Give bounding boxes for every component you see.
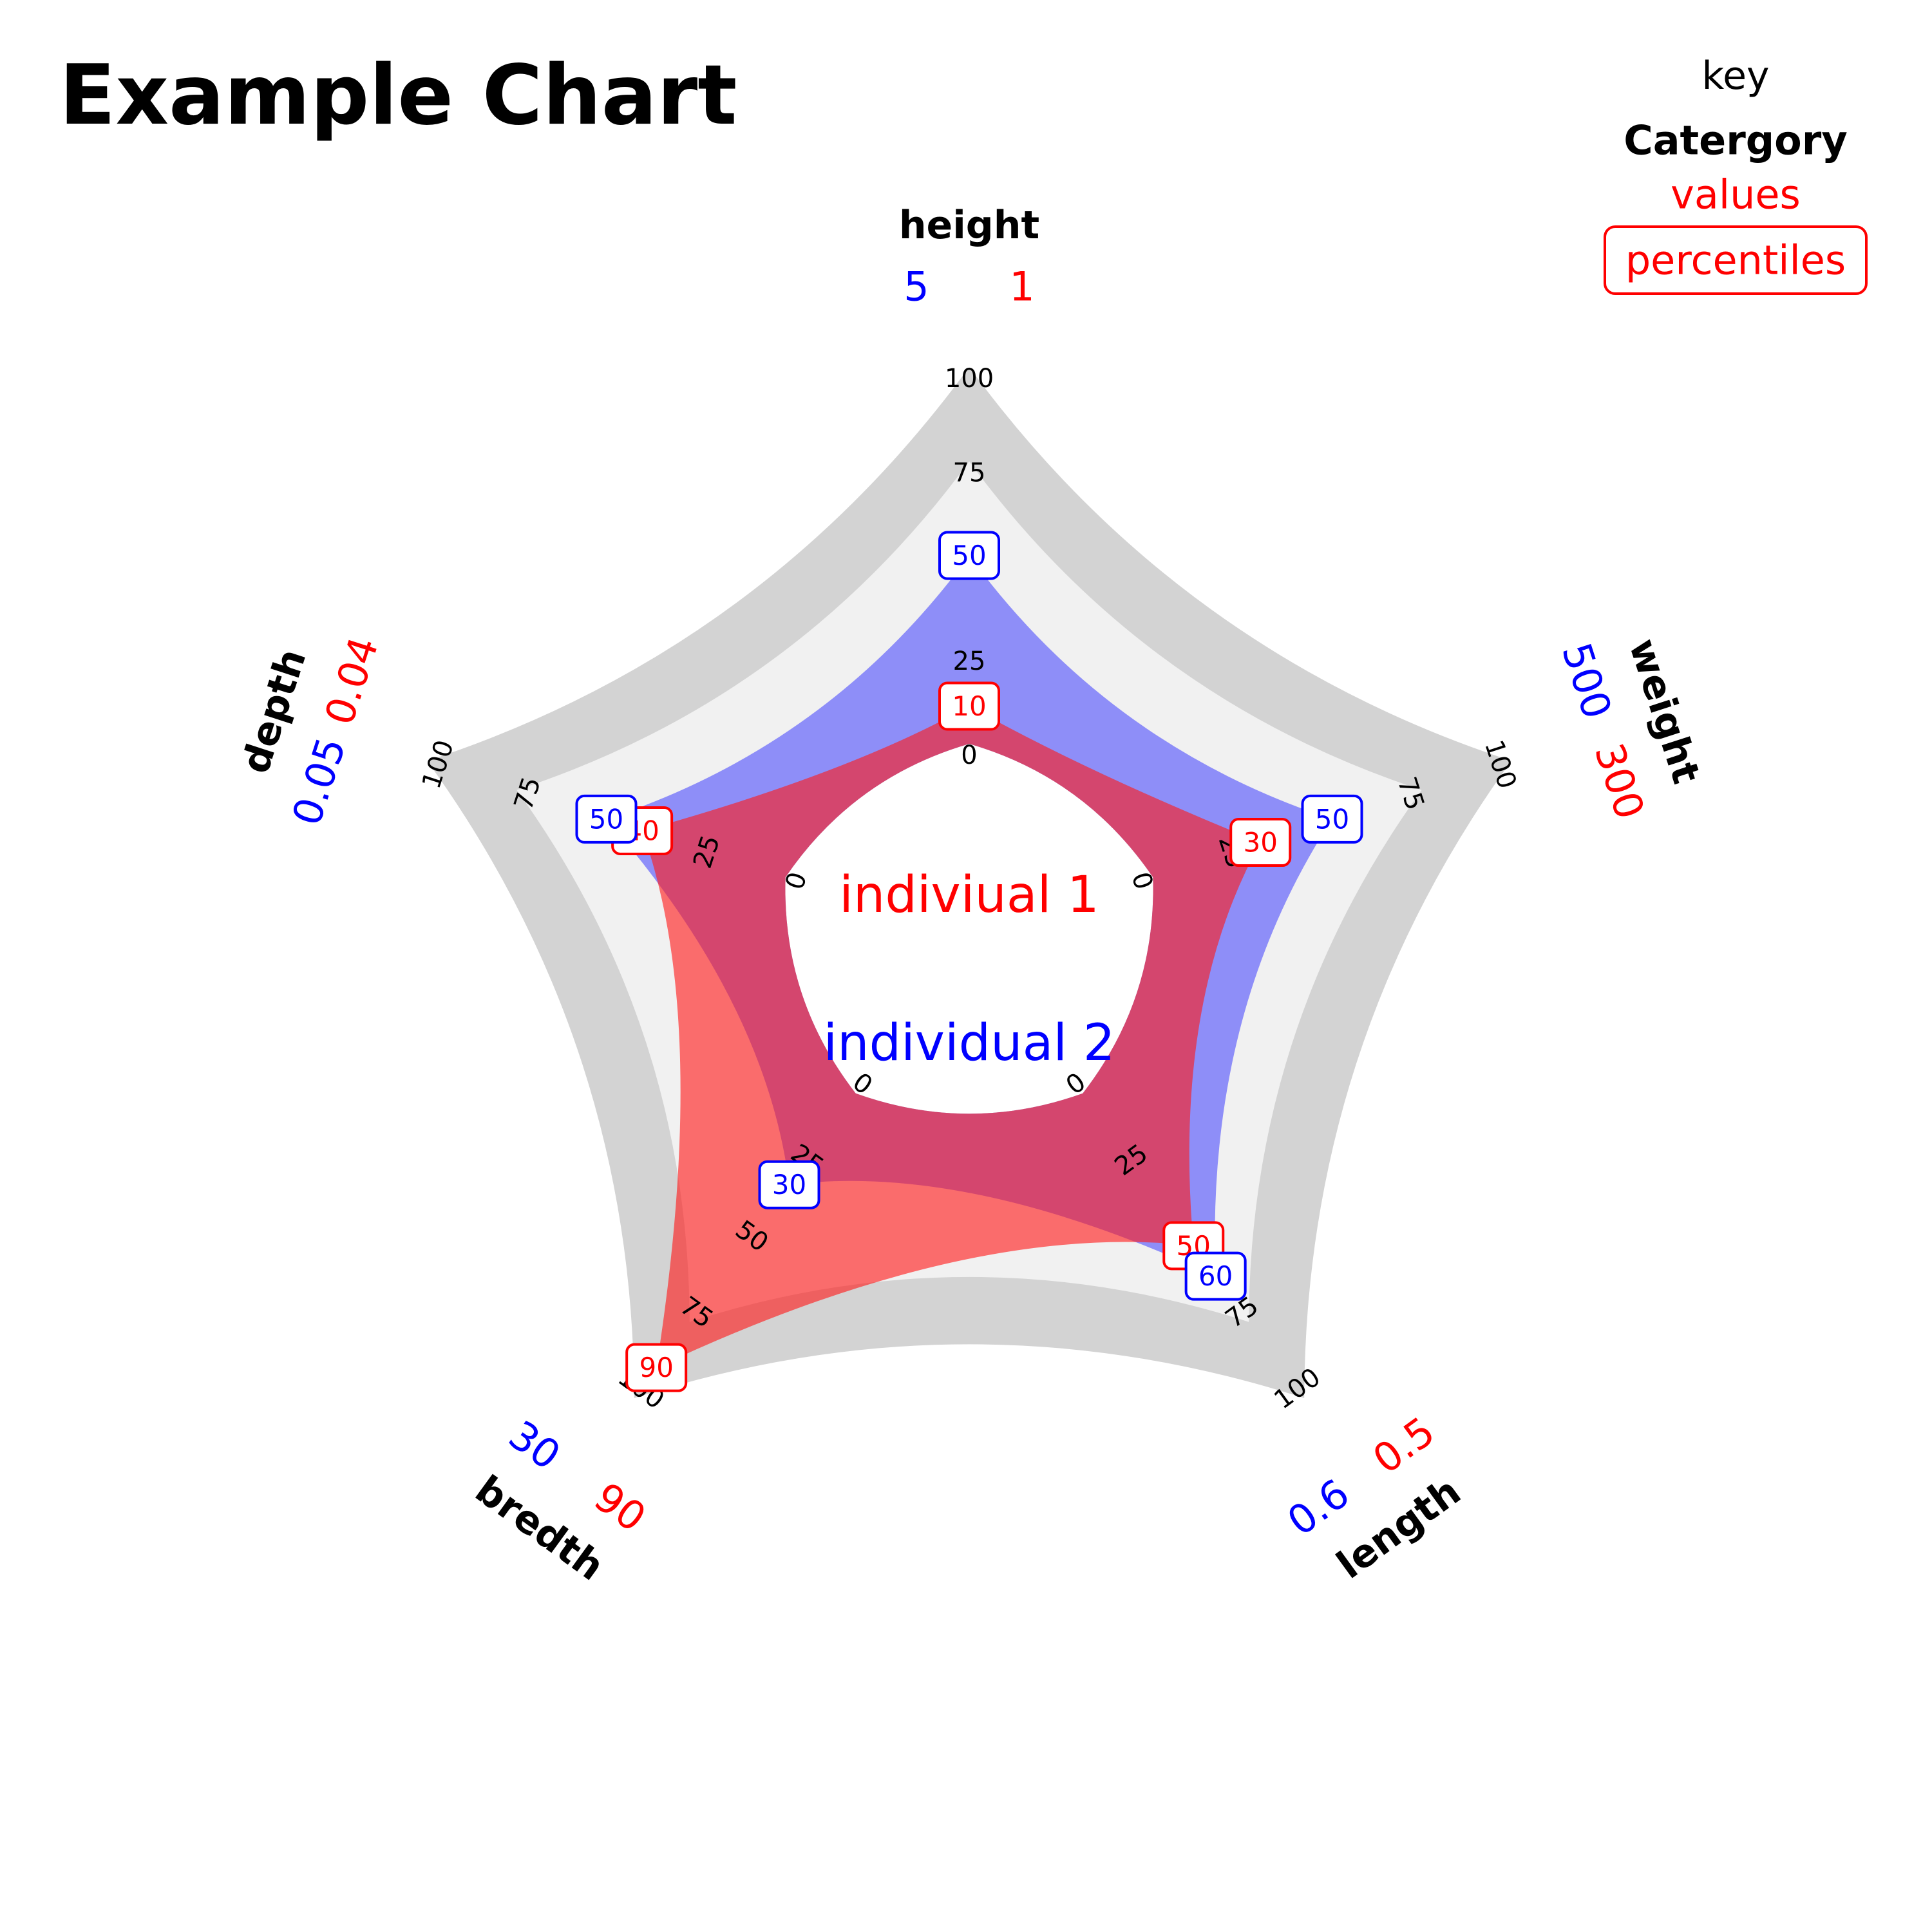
percentile-label: 50 [952,540,986,571]
key-percentiles-box [1604,225,1868,295]
percentile-label: 50 [589,803,623,835]
percentile-box [938,681,1000,731]
axis-name-bredth: bredth [467,1467,612,1589]
axis-value-1-weight: 300 [1586,738,1654,825]
axis-value-2-bredth: 30 [500,1411,569,1479]
axis-name-height: height [899,203,1039,248]
series-label-1: indiviual 1 [839,866,1099,924]
percentile-marker: 30 [758,1160,820,1209]
axis-value-1-height: 1 [1009,263,1034,310]
axis-name-length: length [1329,1469,1469,1588]
tick-label: 100 [945,364,994,393]
axis-value-2-height: 5 [904,263,929,310]
percentile-marker: 60 [1184,1251,1247,1301]
percentile-marker: 10 [938,681,1000,731]
tick-label: 75 [953,458,986,488]
tick-label: 0 [961,741,977,770]
percentile-label: 60 [1198,1260,1233,1292]
chart-title: Example Chart [59,48,737,144]
axis-value-2-length: 0.6 [1279,1470,1358,1545]
percentile-box [758,1160,820,1209]
percentile-marker: 50 [575,794,638,844]
percentile-marker: 30 [1229,818,1292,867]
key-percentiles: percentiles [1625,237,1846,284]
series-label-2: individual 2 [824,1014,1115,1072]
axis-value-1-depth: 0.04 [316,631,388,730]
tick-label: 25 [953,647,986,676]
key: key Catergory values percentiles [1604,53,1868,295]
axis-value-1-length: 0.5 [1364,1408,1443,1483]
axis-value-2-depth: 0.05 [283,732,355,831]
percentile-label: 30 [772,1169,806,1200]
key-heading: key [1701,53,1769,99]
axis-value-1-bredth: 90 [586,1473,655,1541]
key-values: values [1671,171,1801,218]
axis-value-2-weight: 500 [1553,638,1621,724]
percentile-box [1229,818,1292,867]
percentile-box [1184,1251,1247,1301]
percentile-label: 10 [952,690,986,722]
percentile-marker: 50 [938,531,1000,580]
percentile-box [625,1343,688,1392]
percentile-box [1301,794,1363,844]
percentile-label: 90 [639,1352,673,1383]
key-category: Catergory [1624,117,1848,164]
percentile-marker: 90 [625,1343,688,1392]
percentile-box [938,531,1000,580]
percentile-label: 30 [1244,827,1278,858]
percentile-box [575,794,638,844]
percentile-label: 50 [1315,803,1349,835]
percentile-marker: 50 [1301,794,1363,844]
center-labels: indiviual 1 individual 2 [824,866,1115,1072]
